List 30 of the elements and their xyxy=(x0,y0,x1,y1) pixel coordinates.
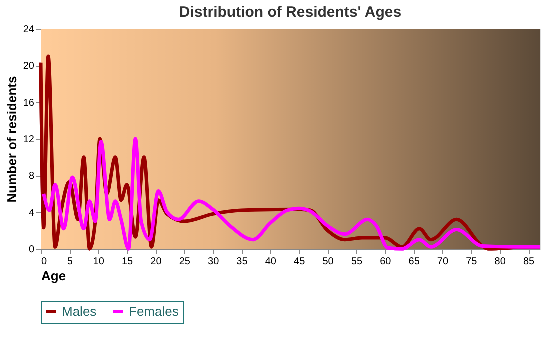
x-tick-label: 55 xyxy=(351,256,363,268)
x-tick-label: 85 xyxy=(523,256,536,268)
x-tick-label: 20 xyxy=(150,256,162,268)
legend-label: Males xyxy=(62,304,98,319)
y-tick-label: 8 xyxy=(28,171,35,182)
x-tick-label: 10 xyxy=(93,256,105,268)
x-tick-label: 0 xyxy=(42,256,48,268)
x-tick-label: 25 xyxy=(179,256,191,268)
x-tick-label: 70 xyxy=(437,256,449,268)
legend-label: Females xyxy=(129,304,180,319)
y-tick-label: 12 xyxy=(23,134,35,146)
x-tick-label: 80 xyxy=(494,256,506,268)
y-axis-title: Number of residents xyxy=(4,76,20,203)
y-tick-label: 0 xyxy=(28,244,35,256)
y-tick-label: 20 xyxy=(23,61,35,72)
x-tick-label: 75 xyxy=(466,256,478,268)
x-tick-label: 65 xyxy=(408,256,420,268)
x-tick-label: 5 xyxy=(67,256,74,268)
x-tick-label: 50 xyxy=(322,256,334,268)
y-tick-label: 16 xyxy=(23,98,35,109)
x-tick-label: 45 xyxy=(294,256,306,268)
y-tick-label: 24 xyxy=(23,24,35,36)
x-axis-title: Age xyxy=(42,268,66,284)
y-tick-label: 4 xyxy=(28,208,35,219)
x-tick-label: 15 xyxy=(122,256,134,268)
x-tick-label: 30 xyxy=(208,256,220,268)
x-tick-label: 60 xyxy=(380,256,392,268)
chart-title: Distribution of Residents' Ages xyxy=(179,4,402,21)
x-tick-label: 40 xyxy=(265,256,277,268)
x-tick-label: 35 xyxy=(236,256,248,268)
